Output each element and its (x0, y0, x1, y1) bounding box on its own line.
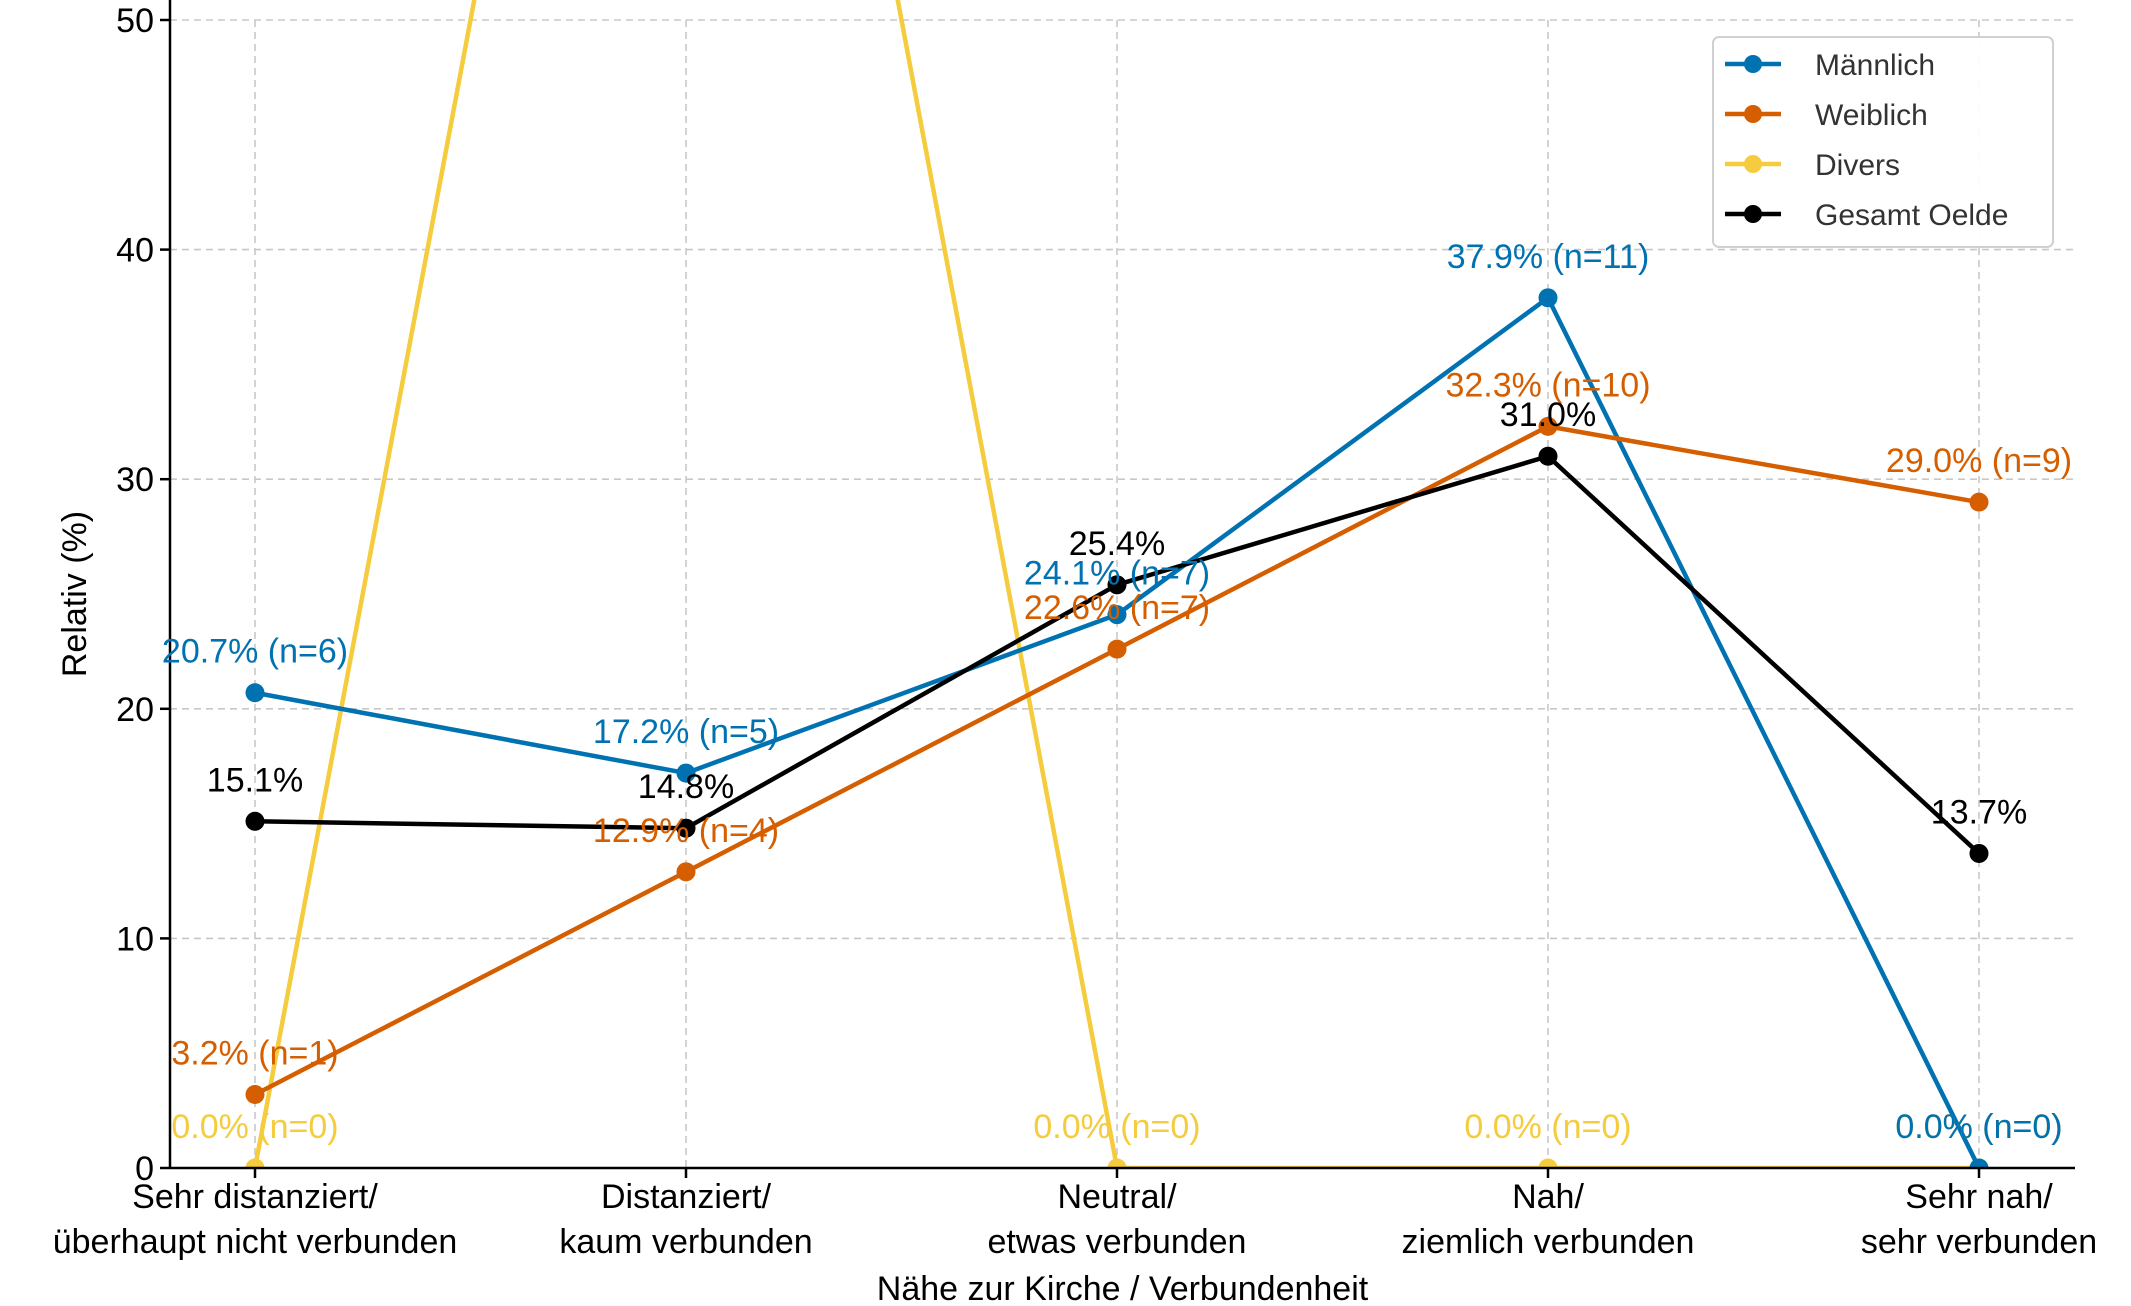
series-3-point-4 (1969, 843, 1989, 863)
series-0-point-2 (1107, 605, 1127, 625)
y-axis-title: Relativ (%) (56, 511, 94, 677)
y-tick-label-5: 50 (116, 2, 154, 40)
y-tick-label-3: 30 (116, 461, 154, 499)
series-1-point-2 (1107, 639, 1127, 659)
series-1-point-1 (676, 862, 696, 882)
y-tick-label-2: 20 (116, 691, 154, 729)
series-2-point-2 (1107, 1158, 1127, 1168)
series-0-label-4: 0.0% (n=0) (1895, 1108, 2062, 1146)
series-1-point-3 (1538, 416, 1558, 436)
series-0-label-1: 17.2% (n=5) (593, 713, 779, 751)
series-2-label-2: 0.0% (n=0) (1033, 1108, 1200, 1146)
series-2-label-3: 0.0% (n=0) (1464, 1108, 1631, 1146)
series-1-label-2: 22.6% (n=7) (1024, 589, 1210, 627)
legend-marker-0 (1744, 55, 1762, 73)
series-3-label-0: 15.1% (207, 761, 303, 799)
legend-label-3: Gesamt Oelde (1815, 199, 2008, 232)
legend: Männlich Weiblich Divers Gesamt Oelde (1712, 36, 2054, 248)
series-1-label-4: 29.0% (n=9) (1886, 442, 2072, 480)
series-0-label-0: 20.7% (n=6) (162, 633, 348, 671)
series-0-label-3: 37.9% (n=11) (1447, 238, 1650, 276)
series-3-label-2: 25.4% (1069, 525, 1165, 563)
series-1-point-4 (1969, 492, 1989, 512)
series-3-point-2 (1107, 575, 1127, 595)
x-tick-label-2: Neutral/etwas verbunden (988, 1178, 1247, 1261)
x-axis-title: Nähe zur Kirche / Verbundenheit (877, 1270, 1369, 1306)
legend-marker-1 (1744, 105, 1762, 123)
y-tick-label-1: 10 (116, 920, 154, 958)
series-1-label-0: 3.2% (n=1) (171, 1035, 338, 1073)
series-2-label-4: 0.0% (n=0) (1895, 1108, 2062, 1146)
grid-lines (170, 19, 2075, 1168)
legend-label-0: Männlich (1815, 49, 1935, 82)
series-0-point-0 (245, 683, 265, 703)
series-0-point-4 (1969, 1158, 1989, 1168)
series-3-point-3 (1538, 446, 1558, 466)
series-0-point-1 (676, 763, 696, 783)
x-tick-label-4: Sehr nah/sehr verbunden (1861, 1178, 2097, 1261)
legend-box (1712, 36, 2054, 248)
series-0-label-2: 24.1% (n=7) (1024, 555, 1210, 593)
series-3-point-1 (676, 818, 696, 838)
series-0-point-3 (1538, 288, 1558, 308)
y-tick-label-0: 0 (135, 1150, 154, 1188)
legend-marker-2 (1744, 155, 1762, 173)
legend-label-1: Weiblich (1815, 99, 1928, 132)
legend-label-2: Divers (1815, 149, 1900, 182)
series-2-point-0 (245, 1158, 265, 1168)
series-3-label-1: 14.8% (638, 768, 734, 806)
series-1-point-0 (245, 1085, 265, 1105)
series-2-point-3 (1538, 1158, 1558, 1168)
series-2-label-0: 0.0% (n=0) (171, 1108, 338, 1146)
legend-marker-3 (1744, 205, 1762, 223)
y-tick-label-4: 40 (116, 232, 154, 270)
x-tick-label-3: Nah/ziemlich verbunden (1402, 1178, 1695, 1261)
series-lines (245, 0, 1989, 1168)
axes: 0 10 20 30 40 50 Sehr distanziert/überhaupt ni… (53, 0, 2097, 1306)
x-tick-label-1: Distanziert/kaum verbunden (559, 1178, 812, 1261)
series-1-label-3: 32.3% (n=10) (1445, 366, 1650, 404)
series-1-label-1: 12.9% (n=4) (593, 812, 779, 850)
series-3-point-0 (245, 811, 265, 831)
series-3-label-4: 13.7% (1931, 793, 2027, 831)
data-labels: 0.0% (n=0) 0.0% (n=0) 0.0% (n=0) 0.0% (n=0)… (162, 238, 2072, 1146)
x-tick-label-0: Sehr distanziert/überhaupt nicht verbund… (53, 1178, 458, 1261)
series-3-label-3: 31.0% (1500, 396, 1596, 434)
